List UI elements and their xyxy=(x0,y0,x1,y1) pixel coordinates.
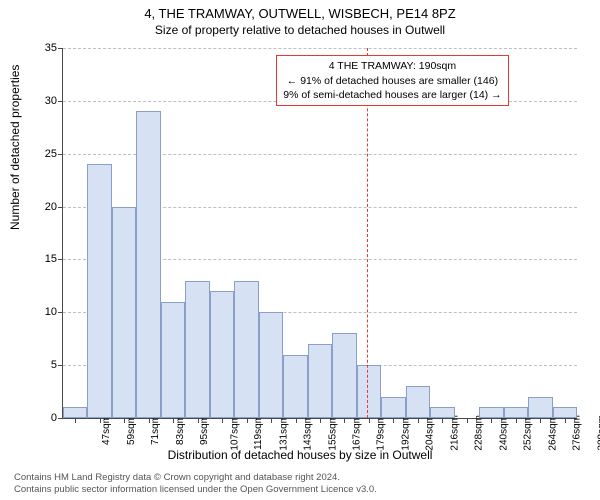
x-tick-mark xyxy=(418,418,419,423)
x-tick-label: 228sqm xyxy=(474,415,485,451)
x-tick-mark xyxy=(75,418,76,423)
y-tick-label: 5 xyxy=(29,359,57,371)
x-tick-label: 155sqm xyxy=(327,415,338,451)
x-tick-label: 276sqm xyxy=(572,415,583,451)
y-tick-mark xyxy=(58,365,63,366)
histogram-bar xyxy=(161,302,185,418)
histogram-bar xyxy=(528,397,552,418)
annotation-line: 4 THE TRAMWAY: 190sqm xyxy=(283,59,501,73)
x-tick-label: 204sqm xyxy=(425,415,436,451)
y-tick-label: 20 xyxy=(29,201,57,213)
histogram-bar xyxy=(504,407,528,418)
y-tick-mark xyxy=(58,207,63,208)
y-tick-label: 30 xyxy=(29,95,57,107)
x-axis-label: Distribution of detached houses by size … xyxy=(0,448,600,462)
y-tick-label: 0 xyxy=(29,412,57,424)
x-tick-label: 107sqm xyxy=(229,415,240,451)
histogram-bar xyxy=(87,164,111,418)
y-axis-label: Number of detached properties xyxy=(8,65,22,230)
x-tick-label: 240sqm xyxy=(498,415,509,451)
histogram-bar xyxy=(136,111,160,418)
x-tick-label: 179sqm xyxy=(376,415,387,451)
x-tick-mark xyxy=(393,418,394,423)
page-subtitle: Size of property relative to detached ho… xyxy=(0,21,600,37)
x-tick-label: 167sqm xyxy=(352,415,363,451)
x-tick-label: 192sqm xyxy=(401,415,412,451)
x-tick-mark xyxy=(271,418,272,423)
x-tick-mark xyxy=(247,418,248,423)
x-tick-label: 119sqm xyxy=(253,415,264,450)
histogram-bar xyxy=(381,397,405,418)
histogram-bar xyxy=(185,281,209,418)
annotation-box: 4 THE TRAMWAY: 190sqm← 91% of detached h… xyxy=(276,55,508,106)
histogram-bar xyxy=(332,333,356,418)
histogram-bar xyxy=(308,344,332,418)
histogram-bar xyxy=(479,407,503,418)
x-tick-mark xyxy=(344,418,345,423)
histogram-bar xyxy=(406,386,430,418)
x-tick-label: 264sqm xyxy=(547,415,558,451)
x-tick-mark xyxy=(296,418,297,423)
x-tick-label: 71sqm xyxy=(150,415,161,445)
x-tick-label: 131sqm xyxy=(278,415,289,451)
histogram-bar xyxy=(283,355,307,418)
x-tick-label: 59sqm xyxy=(126,415,137,445)
histogram-bar xyxy=(234,281,258,418)
y-tick-label: 25 xyxy=(29,148,57,160)
footer-line-2: Contains public sector information licen… xyxy=(14,484,377,496)
annotation-line: 9% of semi-detached houses are larger (1… xyxy=(283,88,501,102)
x-tick-label: 83sqm xyxy=(175,415,186,445)
x-tick-mark xyxy=(467,418,468,423)
x-tick-mark xyxy=(369,418,370,423)
x-tick-label: 143sqm xyxy=(303,415,314,451)
x-tick-mark xyxy=(442,418,443,423)
x-tick-mark xyxy=(565,418,566,423)
histogram-bar xyxy=(210,291,234,418)
y-tick-label: 35 xyxy=(29,42,57,54)
x-tick-mark xyxy=(149,418,150,423)
x-tick-label: 252sqm xyxy=(523,415,534,451)
x-tick-mark xyxy=(222,418,223,423)
x-tick-label: 47sqm xyxy=(101,415,112,445)
x-tick-mark xyxy=(173,418,174,423)
x-tick-mark xyxy=(100,418,101,423)
x-tick-mark xyxy=(540,418,541,423)
y-tick-mark xyxy=(58,312,63,313)
x-tick-mark xyxy=(198,418,199,423)
x-tick-mark xyxy=(491,418,492,423)
gridline xyxy=(63,48,577,49)
chart-plot-area: 0510152025303547sqm59sqm71sqm83sqm95sqm1… xyxy=(62,48,577,419)
y-tick-label: 15 xyxy=(29,253,57,265)
histogram-bar xyxy=(63,407,87,418)
y-tick-mark xyxy=(58,101,63,102)
x-tick-mark xyxy=(516,418,517,423)
y-tick-mark xyxy=(58,418,63,419)
annotation-line: ← 91% of detached houses are smaller (14… xyxy=(283,74,501,88)
x-tick-label: 95sqm xyxy=(199,415,210,445)
x-tick-label: 216sqm xyxy=(449,415,460,451)
y-tick-mark xyxy=(58,259,63,260)
histogram-bar xyxy=(112,207,136,418)
histogram-bar xyxy=(430,407,454,418)
x-tick-mark xyxy=(320,418,321,423)
x-tick-mark xyxy=(124,418,125,423)
x-tick-label: 288sqm xyxy=(596,415,600,451)
page-title: 4, THE TRAMWAY, OUTWELL, WISBECH, PE14 8… xyxy=(0,0,600,21)
histogram-bar xyxy=(357,365,381,418)
footer-attribution: Contains HM Land Registry data © Crown c… xyxy=(14,472,377,496)
footer-line-1: Contains HM Land Registry data © Crown c… xyxy=(14,472,377,484)
histogram-bar xyxy=(553,407,577,418)
y-tick-mark xyxy=(58,48,63,49)
histogram-bar xyxy=(259,312,283,418)
y-tick-mark xyxy=(58,154,63,155)
y-tick-label: 10 xyxy=(29,306,57,318)
